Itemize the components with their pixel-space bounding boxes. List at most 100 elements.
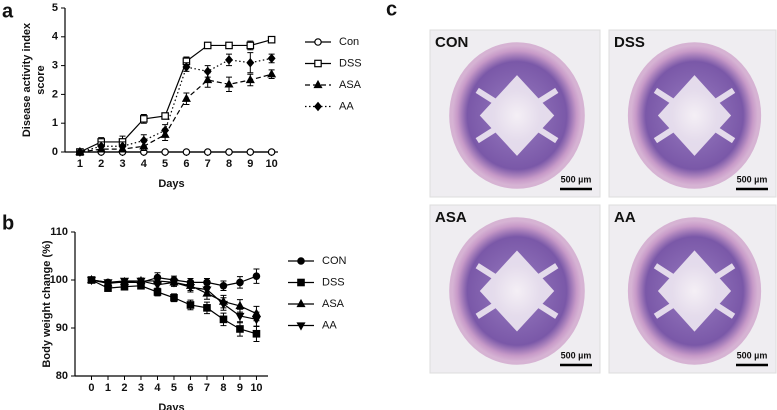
x-tick-label: 9 bbox=[237, 382, 243, 394]
legend-label: AA bbox=[339, 100, 354, 112]
image-label: AA bbox=[614, 209, 636, 226]
x-tick-label: 5 bbox=[162, 158, 168, 170]
legend-marker bbox=[296, 322, 306, 331]
marker bbox=[246, 57, 255, 68]
marker bbox=[267, 69, 277, 78]
marker bbox=[252, 329, 261, 338]
x-tick-label: 8 bbox=[220, 382, 226, 394]
marker bbox=[251, 316, 261, 325]
marker bbox=[182, 62, 191, 72]
histology-image: DSS 500 µm bbox=[608, 29, 777, 198]
marker bbox=[185, 284, 196, 293]
scale-bar-label: 500 µm bbox=[561, 174, 592, 184]
marker bbox=[235, 300, 245, 310]
y-tick-label: 110 bbox=[50, 226, 68, 238]
lumen bbox=[475, 250, 559, 332]
x-axis-title: Days bbox=[158, 178, 184, 190]
marker bbox=[136, 277, 146, 287]
marker bbox=[203, 66, 212, 77]
marker bbox=[86, 276, 97, 286]
x-tick-label: 7 bbox=[204, 382, 210, 394]
x-tick-label: 9 bbox=[247, 158, 253, 170]
marker bbox=[236, 325, 244, 333]
legend-label: ASA bbox=[322, 298, 345, 310]
legend-marker bbox=[297, 278, 305, 287]
x-tick-label: 10 bbox=[265, 158, 277, 170]
marker bbox=[246, 41, 255, 50]
marker bbox=[119, 277, 130, 287]
marker bbox=[152, 281, 163, 290]
marker bbox=[219, 281, 228, 290]
x-tick-label: 0 bbox=[88, 382, 94, 394]
series-line bbox=[79, 73, 272, 153]
image-label: CON bbox=[435, 34, 468, 51]
marker bbox=[224, 79, 234, 88]
marker bbox=[203, 304, 211, 312]
marker bbox=[225, 148, 233, 156]
marker bbox=[161, 112, 169, 120]
marker bbox=[97, 141, 106, 152]
marker bbox=[161, 148, 169, 156]
x-tick-label: 6 bbox=[183, 158, 189, 170]
marker bbox=[203, 41, 212, 50]
series-line bbox=[91, 279, 257, 335]
y-axis-title: Disease activity index bbox=[21, 22, 33, 137]
marker bbox=[118, 141, 127, 152]
scale-bar-label: 500 µm bbox=[737, 174, 768, 184]
y-tick-label: 80 bbox=[56, 370, 68, 382]
legend-label: DSS bbox=[322, 276, 345, 288]
marker bbox=[219, 315, 228, 324]
legend-marker bbox=[297, 257, 305, 265]
scale-bar-label: 500 µm bbox=[737, 350, 768, 360]
legend-marker bbox=[314, 59, 322, 68]
x-tick-label: 6 bbox=[187, 382, 193, 394]
scale-bar-label: 500 µm bbox=[561, 350, 592, 360]
marker bbox=[218, 300, 228, 310]
marker bbox=[252, 272, 261, 280]
histology-image: ASA 500 µm bbox=[429, 204, 601, 374]
marker bbox=[267, 148, 276, 156]
panel-label: b bbox=[2, 212, 14, 234]
panel-label: c bbox=[386, 0, 397, 20]
y-tick-label: 0 bbox=[52, 146, 58, 158]
legend-marker bbox=[296, 298, 306, 308]
marker bbox=[203, 74, 213, 84]
marker bbox=[182, 148, 191, 156]
legend-label: Con bbox=[339, 36, 359, 48]
x-tick-label: 5 bbox=[171, 382, 177, 394]
y-tick-label: 2 bbox=[52, 88, 58, 100]
marker bbox=[103, 279, 113, 288]
marker bbox=[225, 55, 233, 65]
legend-marker bbox=[313, 79, 323, 89]
x-tick-label: 2 bbox=[121, 382, 127, 394]
marker bbox=[246, 148, 255, 156]
legend-label: CON bbox=[322, 255, 347, 267]
y-tick-label: 3 bbox=[52, 60, 58, 72]
x-tick-label: 3 bbox=[119, 158, 125, 170]
x-tick-label: 2 bbox=[98, 158, 104, 170]
panel-label: a bbox=[2, 0, 14, 22]
marker bbox=[140, 115, 148, 123]
marker bbox=[202, 286, 212, 295]
y-tick-label: 1 bbox=[52, 117, 58, 129]
y-tick-label: 4 bbox=[52, 31, 59, 43]
marker bbox=[169, 279, 179, 288]
marker bbox=[161, 125, 170, 136]
marker bbox=[236, 278, 244, 287]
image-label: DSS bbox=[614, 34, 645, 51]
x-axis-title: Days bbox=[158, 402, 184, 410]
marker bbox=[267, 53, 276, 64]
image-label: ASA bbox=[435, 209, 467, 226]
x-tick-label: 4 bbox=[141, 158, 148, 170]
y-tick-label: 90 bbox=[56, 322, 68, 334]
x-tick-label: 8 bbox=[226, 158, 232, 170]
histology-image: AA 500 µm bbox=[608, 204, 777, 374]
marker bbox=[75, 147, 84, 157]
lumen bbox=[475, 75, 559, 156]
lumen bbox=[653, 75, 736, 156]
marker bbox=[267, 35, 276, 44]
marker bbox=[181, 93, 191, 102]
y-axis-title: score bbox=[35, 65, 47, 94]
legend-label: ASA bbox=[339, 79, 362, 91]
